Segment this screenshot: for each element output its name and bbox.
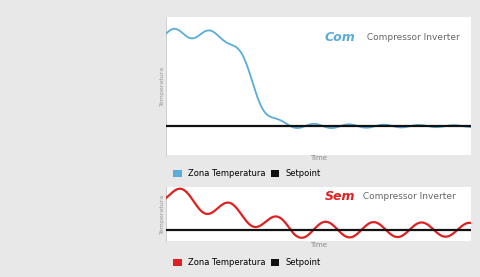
Text: Time: Time — [310, 242, 326, 248]
Text: Compressor Inverter: Compressor Inverter — [359, 192, 455, 201]
Legend: Zona Temperatura, Setpoint: Zona Temperatura, Setpoint — [170, 166, 324, 182]
Legend: Zona Temperatura, Setpoint: Zona Temperatura, Setpoint — [170, 255, 324, 270]
Y-axis label: Temperatura: Temperatura — [159, 194, 164, 234]
Text: Com: Com — [324, 31, 355, 44]
Text: Sem: Sem — [324, 190, 355, 203]
Text: Compressor Inverter: Compressor Inverter — [364, 33, 459, 42]
Y-axis label: Temperatura: Temperatura — [159, 66, 164, 106]
Text: Time: Time — [310, 155, 326, 161]
